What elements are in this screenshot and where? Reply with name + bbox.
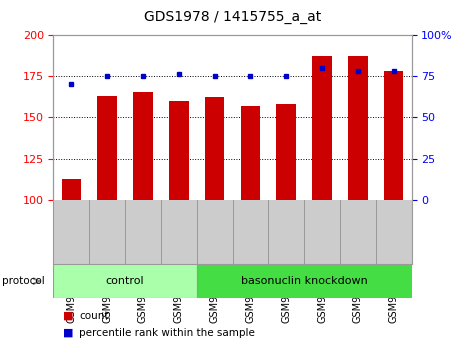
Text: protocol: protocol bbox=[2, 276, 45, 286]
Bar bbox=[133, 92, 153, 200]
Text: percentile rank within the sample: percentile rank within the sample bbox=[79, 328, 255, 338]
Bar bbox=[97, 96, 117, 200]
Text: GDS1978 / 1415755_a_at: GDS1978 / 1415755_a_at bbox=[144, 10, 321, 24]
Text: count: count bbox=[79, 311, 108, 321]
Bar bbox=[197, 264, 412, 298]
Bar bbox=[276, 104, 296, 200]
Text: ■: ■ bbox=[63, 311, 73, 321]
Bar bbox=[169, 101, 189, 200]
Bar bbox=[312, 56, 332, 200]
Bar bbox=[348, 56, 368, 200]
Text: control: control bbox=[106, 276, 145, 286]
Bar bbox=[61, 179, 81, 200]
Text: ■: ■ bbox=[63, 328, 73, 338]
Bar bbox=[53, 264, 197, 298]
Bar bbox=[205, 97, 225, 200]
Bar bbox=[384, 71, 404, 200]
Text: basonuclin knockdown: basonuclin knockdown bbox=[241, 276, 367, 286]
Bar bbox=[240, 106, 260, 200]
